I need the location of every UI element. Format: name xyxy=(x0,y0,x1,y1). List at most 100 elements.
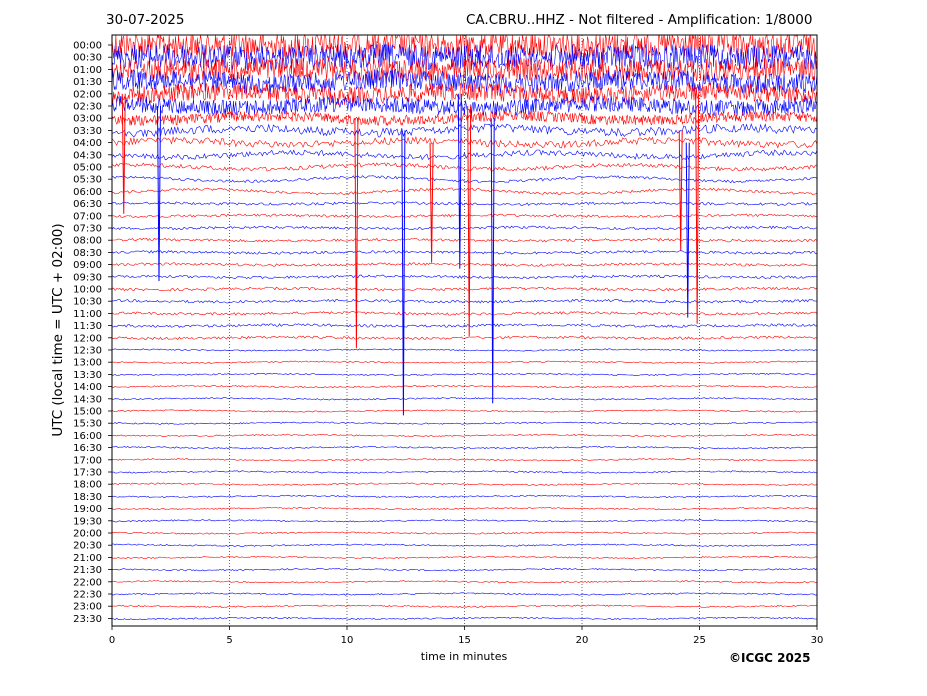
x-axis-ticks: 0 5 10 15 20 25 30 xyxy=(109,626,824,646)
trace-20:30 xyxy=(111,543,818,547)
row-label-09:30: 09:30 xyxy=(73,272,102,283)
trace-04:00 xyxy=(111,135,818,149)
row-label-17:30: 17:30 xyxy=(73,468,102,479)
trace-10:30 xyxy=(111,298,818,304)
trace-18:00 xyxy=(111,482,818,486)
row-label-11:00: 11:00 xyxy=(73,309,102,320)
trace-01:30 xyxy=(111,68,818,95)
row-label-15:30: 15:30 xyxy=(73,419,102,430)
spike-14.8 xyxy=(457,93,462,269)
row-label-18:30: 18:30 xyxy=(73,492,102,503)
x-tick-label-30: 30 xyxy=(811,635,824,646)
row-label-17:00: 17:00 xyxy=(73,455,102,466)
row-label-00:00: 00:00 xyxy=(73,41,102,52)
row-label-02:30: 02:30 xyxy=(73,102,102,113)
trace-23:30 xyxy=(111,616,818,621)
row-label-23:30: 23:30 xyxy=(73,614,102,625)
trace-15:30 xyxy=(111,421,818,425)
row-label-22:30: 22:30 xyxy=(73,590,102,601)
trace-08:30 xyxy=(111,250,818,255)
row-label-03:30: 03:30 xyxy=(73,126,102,137)
x-tick-label-0: 0 xyxy=(109,635,115,646)
seismic-traces xyxy=(111,33,818,621)
row-label-14:30: 14:30 xyxy=(73,394,102,405)
y-axis-label: UTC (local time = UTC + 02:00) xyxy=(50,223,66,436)
row-label-19:30: 19:30 xyxy=(73,516,102,527)
spike-15.2 xyxy=(467,105,472,337)
x-axis-label: time in minutes xyxy=(421,650,508,663)
row-label-23:00: 23:00 xyxy=(73,602,102,613)
trace-14:00 xyxy=(111,385,817,389)
trace-16:00 xyxy=(111,433,818,438)
trace-04:30 xyxy=(111,149,818,161)
row-label-02:00: 02:00 xyxy=(73,89,102,100)
trace-16:30 xyxy=(111,445,818,450)
row-label-07:30: 07:30 xyxy=(73,224,102,235)
trace-17:00 xyxy=(111,458,818,462)
trace-13:30 xyxy=(111,372,817,377)
trace-15:00 xyxy=(111,409,818,413)
row-label-01:00: 01:00 xyxy=(73,65,102,76)
trace-03:30 xyxy=(111,123,818,138)
chart-title: CA.CBRU..HHZ - Not filtered - Amplificat… xyxy=(466,12,813,28)
trace-18:30 xyxy=(111,494,818,499)
spike-10.4 xyxy=(354,118,359,349)
row-label-12:00: 12:00 xyxy=(73,333,102,344)
spike-24.5 xyxy=(685,142,690,318)
trace-07:30 xyxy=(111,225,818,231)
gridlines xyxy=(229,35,700,626)
trace-06:00 xyxy=(111,187,818,196)
trace-22:00 xyxy=(111,580,818,584)
trace-01:00 xyxy=(111,57,818,82)
copyright: ©ICGC 2025 xyxy=(729,651,811,665)
trace-19:00 xyxy=(111,506,818,511)
row-label-00:30: 00:30 xyxy=(73,53,102,64)
row-label-07:00: 07:00 xyxy=(73,211,102,222)
trace-09:30 xyxy=(111,274,818,280)
spike-16.2 xyxy=(490,118,495,404)
plot-frame xyxy=(111,34,818,627)
trace-11:30 xyxy=(111,323,818,328)
trace-06:30 xyxy=(111,201,818,206)
trace-22:30 xyxy=(111,592,818,596)
row-label-20:00: 20:00 xyxy=(73,529,102,540)
row-label-13:00: 13:00 xyxy=(73,358,102,369)
spike-13.6 xyxy=(429,142,434,263)
row-label-21:00: 21:00 xyxy=(73,553,102,564)
row-label-08:30: 08:30 xyxy=(73,248,102,259)
trace-00:00 xyxy=(111,33,818,60)
trace-17:30 xyxy=(111,470,818,474)
trace-21:00 xyxy=(111,555,818,559)
row-label-06:30: 06:30 xyxy=(73,199,102,210)
trace-02:30 xyxy=(111,95,818,117)
x-tick-label-20: 20 xyxy=(576,635,589,646)
row-label-15:00: 15:00 xyxy=(73,407,102,418)
row-label-05:30: 05:30 xyxy=(73,175,102,186)
trace-05:00 xyxy=(111,162,817,172)
row-label-20:30: 20:30 xyxy=(73,541,102,552)
row-label-14:00: 14:00 xyxy=(73,382,102,393)
trace-19:30 xyxy=(111,519,818,523)
row-label-05:00: 05:00 xyxy=(73,163,102,174)
row-label-03:00: 03:00 xyxy=(73,114,102,125)
trace-10:00 xyxy=(111,286,818,292)
trace-02:00 xyxy=(111,82,818,106)
trace-05:30 xyxy=(111,175,818,184)
spike-12.4 xyxy=(401,130,406,416)
trace-00:30 xyxy=(111,43,818,71)
trace-03:00 xyxy=(111,110,818,127)
row-label-06:00: 06:00 xyxy=(73,187,102,198)
row-label-19:00: 19:00 xyxy=(73,504,102,515)
spike-24.9 xyxy=(695,93,700,324)
x-tick-label-25: 25 xyxy=(693,635,706,646)
row-label-18:00: 18:00 xyxy=(73,480,102,491)
row-label-10:00: 10:00 xyxy=(73,285,102,296)
trace-20:00 xyxy=(111,531,817,535)
spike-2 xyxy=(157,105,161,282)
row-label-01:30: 01:30 xyxy=(73,77,102,88)
row-label-11:30: 11:30 xyxy=(73,321,102,332)
row-label-13:30: 13:30 xyxy=(73,370,102,381)
trace-09:00 xyxy=(111,262,818,267)
row-label-08:00: 08:00 xyxy=(73,236,102,247)
